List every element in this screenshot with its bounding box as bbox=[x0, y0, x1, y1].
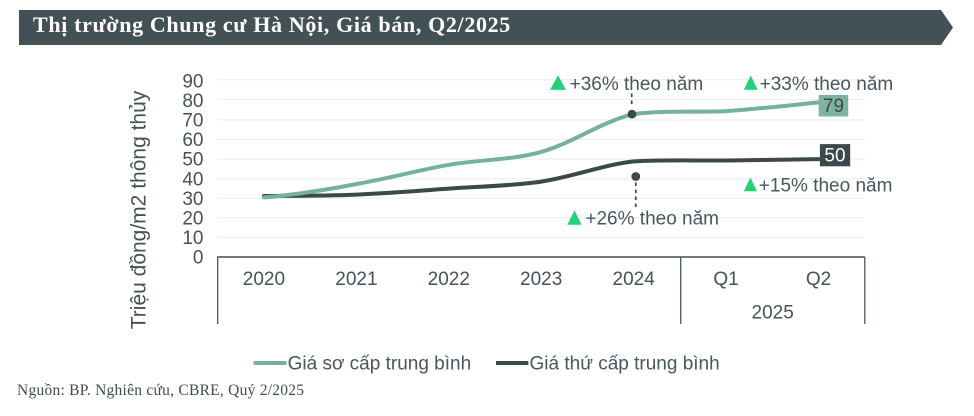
svg-text:Giá sơ cấp trung bình: Giá sơ cấp trung bình bbox=[288, 353, 472, 374]
svg-text:2023: 2023 bbox=[520, 269, 562, 290]
svg-text:50: 50 bbox=[824, 146, 845, 167]
svg-text:30: 30 bbox=[182, 189, 203, 210]
svg-text:0: 0 bbox=[193, 248, 204, 269]
svg-text:2022: 2022 bbox=[428, 269, 470, 290]
svg-text:+15% theo năm: +15% theo năm bbox=[759, 175, 893, 196]
svg-text:2020: 2020 bbox=[243, 269, 285, 290]
svg-text:2025: 2025 bbox=[752, 302, 794, 323]
svg-text:10: 10 bbox=[182, 228, 203, 249]
svg-text:2024: 2024 bbox=[613, 269, 656, 290]
svg-text:70: 70 bbox=[182, 111, 203, 132]
svg-text:+36% theo năm: +36% theo năm bbox=[570, 74, 704, 95]
svg-text:90: 90 bbox=[182, 71, 203, 92]
svg-text:Triệu đồng/m2 thông thủy: Triệu đồng/m2 thông thủy bbox=[128, 90, 151, 329]
svg-text:+26% theo năm: +26% theo năm bbox=[585, 209, 719, 230]
svg-text:Q2: Q2 bbox=[806, 269, 831, 290]
svg-text:79: 79 bbox=[823, 96, 844, 117]
svg-text:Q1: Q1 bbox=[713, 269, 738, 290]
svg-text:50: 50 bbox=[182, 150, 203, 171]
svg-text:60: 60 bbox=[182, 130, 203, 151]
svg-text:Giá thứ cấp trung bình: Giá thứ cấp trung bình bbox=[530, 353, 720, 374]
svg-text:40: 40 bbox=[182, 169, 203, 190]
svg-text:80: 80 bbox=[182, 91, 203, 112]
svg-text:20: 20 bbox=[182, 208, 203, 229]
svg-text:+33% theo năm: +33% theo năm bbox=[760, 74, 894, 95]
svg-text:2021: 2021 bbox=[335, 269, 377, 290]
